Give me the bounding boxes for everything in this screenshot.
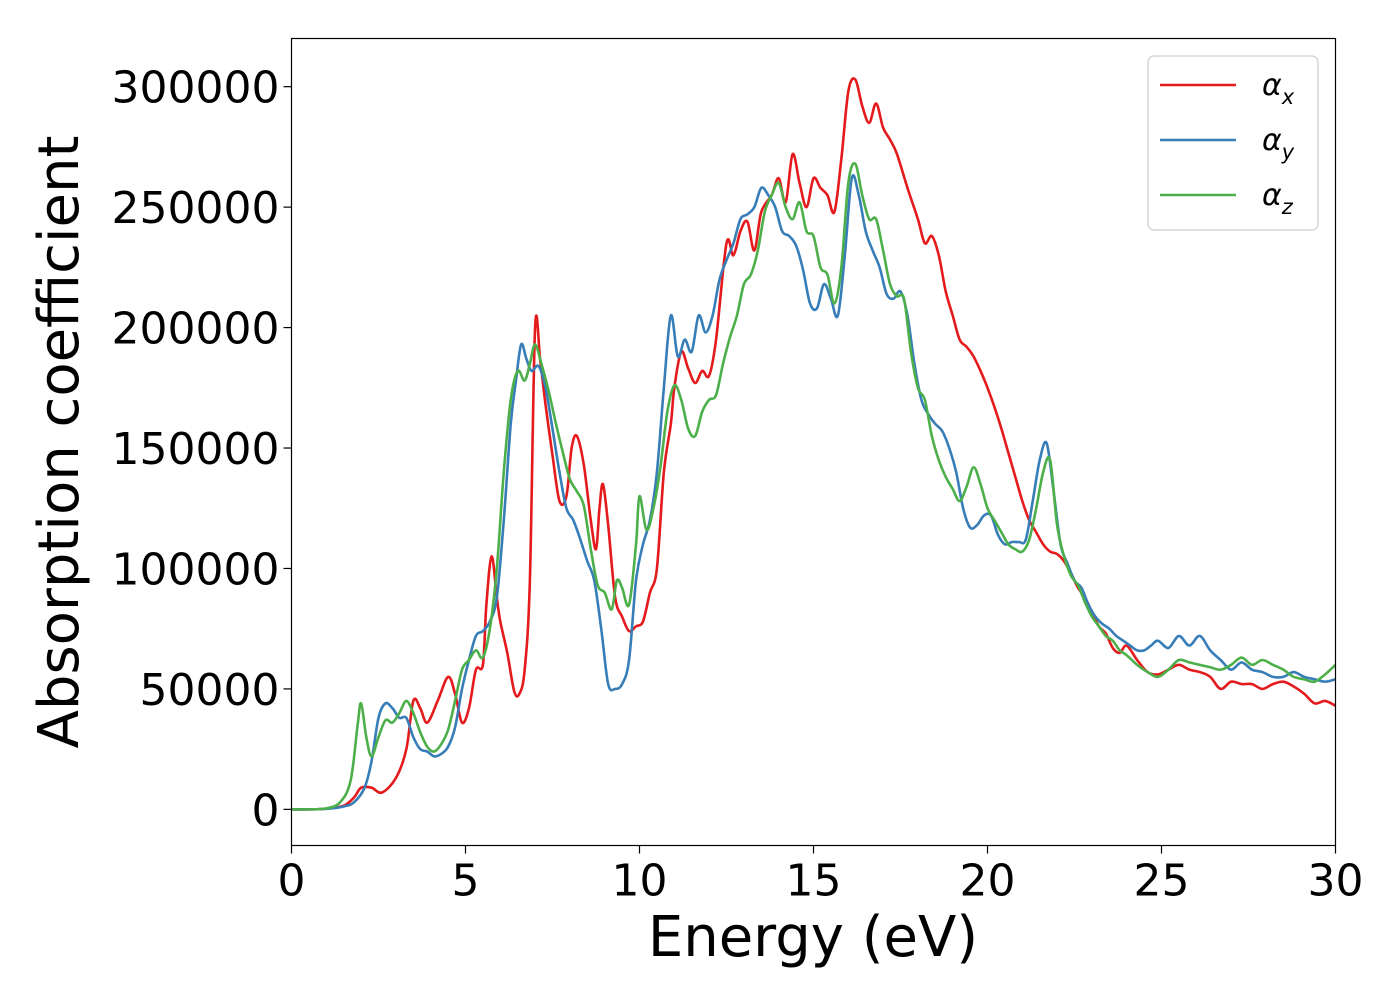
x-tick-label: 10 (612, 856, 668, 907)
legend: αx αy αz (1147, 55, 1319, 231)
y-tick-label: 200000 (112, 304, 280, 355)
y-tick-label: 50000 (140, 665, 280, 716)
plot-lines (291, 77, 1337, 811)
x-tick-label: 0 (278, 856, 306, 907)
y-tick-label: 100000 (112, 544, 280, 595)
y-tick-label: 150000 (112, 424, 280, 475)
legend-label-alpha-y: αy (1262, 123, 1295, 164)
legend-box (1147, 55, 1319, 231)
x-axis-label: Energy (eV) (648, 905, 978, 970)
series-line-alpha-y (291, 174, 1336, 811)
x-tick-label: 25 (1134, 856, 1190, 907)
legend-label-alpha-x: αx (1262, 68, 1295, 109)
y-axis-ticks: 0 50000 100000 150000 200000 250000 300000 (112, 63, 292, 836)
y-axis-label: Absorption coefficient (27, 136, 92, 749)
y-tick-label: 300000 (112, 63, 280, 114)
legend-label-alpha-z: αz (1262, 178, 1294, 219)
y-tick-label: 0 (252, 785, 280, 836)
x-tick-label: 5 (452, 856, 480, 907)
series-line-alpha-z (291, 162, 1337, 811)
y-tick-label: 250000 (112, 183, 280, 234)
x-axis-ticks: 0 5 10 15 20 25 30 (278, 845, 1364, 907)
x-tick-label: 20 (960, 856, 1016, 907)
x-tick-label: 30 (1308, 856, 1364, 907)
x-tick-label: 15 (786, 856, 842, 907)
